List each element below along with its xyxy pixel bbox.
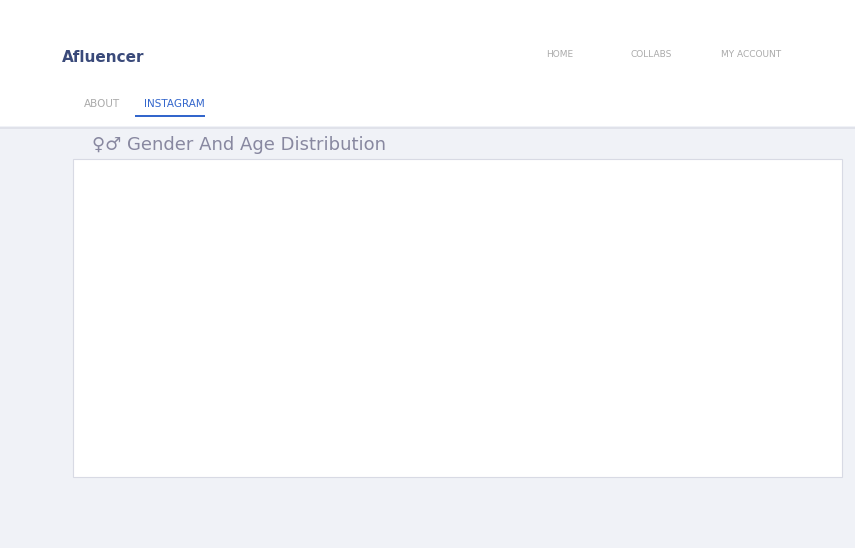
Bar xyxy=(629,419,654,430)
Text: ♀♂ Gender And Age Distribution: ♀♂ Gender And Age Distribution xyxy=(92,136,386,154)
Text: ABOUT: ABOUT xyxy=(84,99,120,109)
Text: Afluencer: Afluencer xyxy=(62,50,144,65)
Bar xyxy=(478,340,503,430)
Text: COLLABS: COLLABS xyxy=(631,50,672,59)
Legend: female, male: female, male xyxy=(409,467,565,480)
Bar xyxy=(680,423,705,430)
Bar xyxy=(705,427,729,430)
Text: MY ACCOUNT: MY ACCOUNT xyxy=(721,50,781,59)
Bar xyxy=(403,406,428,430)
Wedge shape xyxy=(100,230,162,325)
Bar xyxy=(378,386,403,430)
Bar xyxy=(780,429,805,430)
Bar xyxy=(327,428,352,430)
Bar xyxy=(453,212,478,430)
Bar xyxy=(303,427,327,430)
Bar xyxy=(528,305,554,430)
Bar xyxy=(604,398,629,430)
Bar xyxy=(755,427,780,430)
Wedge shape xyxy=(127,228,246,375)
Text: INSTAGRAM: INSTAGRAM xyxy=(144,99,204,109)
Wedge shape xyxy=(103,315,146,358)
Bar xyxy=(554,381,579,430)
Text: HOME: HOME xyxy=(546,50,574,59)
